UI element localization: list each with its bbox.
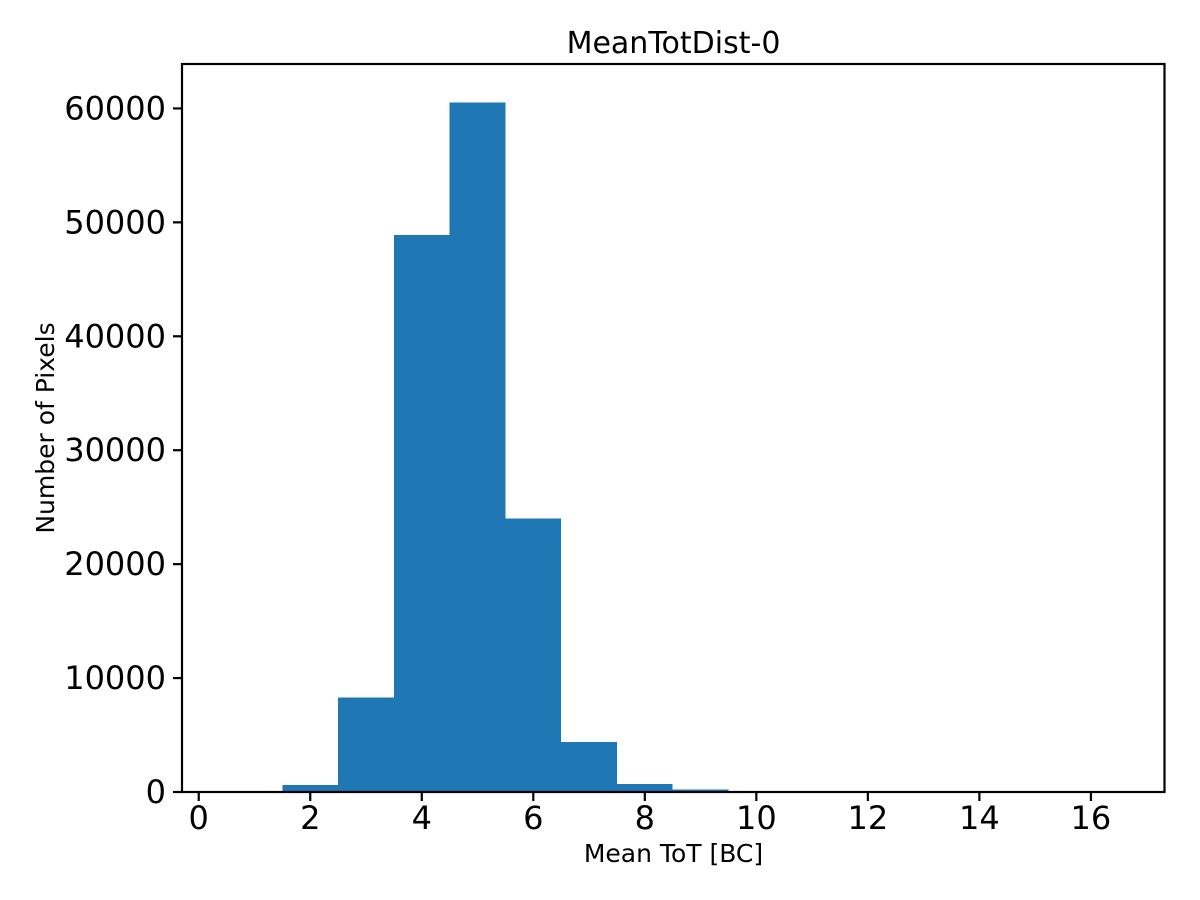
x-tick-label: 16 [1071,799,1112,837]
x-tick-label: 12 [847,799,888,837]
y-axis-label: Number of Pixels [31,322,60,534]
chart-title: MeanTotDist-0 [566,26,781,61]
x-tick-label: 14 [959,799,1000,837]
plot-border [180,62,1166,794]
x-tick-label: 2 [300,799,320,837]
y-tick-label: 60000 [64,89,166,127]
x-axis-label: Mean ToT [BC] [583,839,764,868]
histogram-bar [672,789,729,792]
x-tick-label: 6 [523,799,543,837]
y-tick-label: 50000 [64,203,166,241]
histogram-bar [338,697,394,792]
x-tick-label: 4 [412,799,432,837]
y-tick-label: 0 [146,773,166,811]
histogram-bar [616,784,673,792]
x-tick-label: 8 [635,799,655,837]
x-tick-label: 0 [189,799,209,837]
y-tick-label: 30000 [64,431,166,469]
y-tick-label: 10000 [64,659,166,697]
histogram-bar [561,741,617,792]
histogram-bar [393,234,450,792]
y-tick-label: 40000 [64,317,166,355]
y-tick-label: 20000 [64,545,166,583]
histogram-bar [449,102,506,792]
x-tick-label: 10 [736,799,777,837]
histogram-bar [505,518,562,792]
histogram-bar [282,785,339,792]
